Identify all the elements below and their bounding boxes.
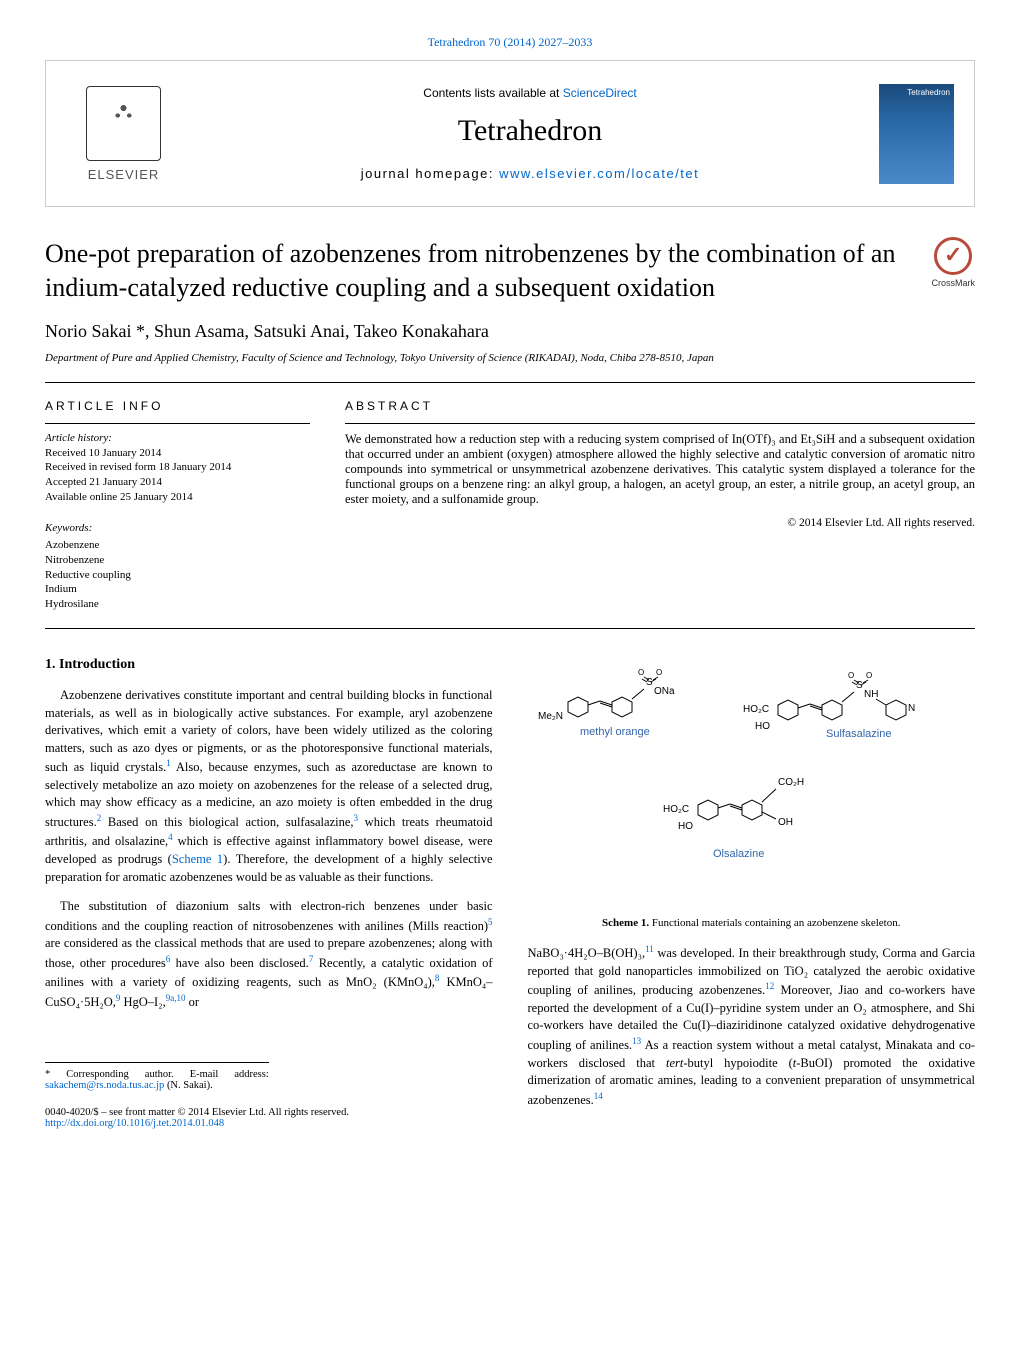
corr-suffix: (N. Sakai). bbox=[164, 1080, 212, 1091]
divider bbox=[45, 382, 975, 383]
keywords-heading: Keywords: bbox=[45, 521, 310, 536]
ref-link[interactable]: 14 bbox=[594, 1091, 603, 1101]
keyword: Nitrobenzene bbox=[45, 553, 310, 568]
scheme-label-ho2c: HO₂C bbox=[663, 804, 689, 815]
scheme-caption-bold: Scheme 1. bbox=[602, 917, 649, 929]
sciencedirect-link[interactable]: ScienceDirect bbox=[563, 86, 637, 100]
ref-link[interactable]: 5 bbox=[488, 917, 493, 927]
keyword: Azobenzene bbox=[45, 538, 310, 553]
svg-text:O: O bbox=[638, 668, 644, 677]
scheme-label-co2h: CO₂H bbox=[778, 777, 804, 788]
scheme-label-ho2c: HO₂C bbox=[743, 704, 769, 715]
text-span: Based on this biological action, sulfasa… bbox=[101, 815, 353, 829]
homepage-link[interactable]: www.elsevier.com/locate/tet bbox=[499, 166, 699, 181]
title-row: One-pot preparation of azobenzenes from … bbox=[45, 237, 975, 305]
header-center: Contents lists available at ScienceDirec… bbox=[181, 86, 879, 181]
scheme-label-me2n: Me₂N bbox=[538, 711, 563, 722]
corr-text: * Corresponding author. E-mail address: bbox=[45, 1069, 269, 1080]
history-heading: Article history: bbox=[45, 432, 310, 444]
text-span: NaBO₃·4H₂O–B(OH)₃, bbox=[528, 946, 646, 960]
elsevier-logo: ELSEVIER bbox=[66, 76, 181, 191]
svg-text:O: O bbox=[656, 668, 662, 677]
scheme-label-sulfasalazine: Sulfasalazine bbox=[826, 728, 891, 740]
journal-cover-label: Tetrahedron bbox=[907, 88, 950, 97]
abstract: ABSTRACT We demonstrated how a reduction… bbox=[345, 399, 975, 612]
keywords-block: Keywords: Azobenzene Nitrobenzene Reduct… bbox=[45, 521, 310, 612]
ref-link[interactable]: 12 bbox=[765, 981, 774, 991]
journal-reference-link[interactable]: Tetrahedron 70 (2014) 2027–2033 bbox=[428, 35, 593, 49]
crossmark-icon bbox=[934, 237, 972, 275]
body-columns: 1. Introduction Azobenzene derivatives c… bbox=[45, 657, 975, 1129]
abstract-label: ABSTRACT bbox=[345, 399, 975, 413]
footer: 0040-4020/$ – see front matter © 2014 El… bbox=[45, 1107, 493, 1129]
svg-text:O: O bbox=[848, 671, 854, 680]
doi-link[interactable]: http://dx.doi.org/10.1016/j.tet.2014.01.… bbox=[45, 1118, 224, 1129]
article-info: ARTICLE INFO Article history: Received 1… bbox=[45, 399, 310, 612]
history-line: Accepted 21 January 2014 bbox=[45, 475, 310, 490]
article-info-label: ARTICLE INFO bbox=[45, 399, 310, 413]
scheme-label-ona: ONa bbox=[654, 686, 675, 697]
homepage-line: journal homepage: www.elsevier.com/locat… bbox=[181, 166, 879, 181]
scheme-label-methyl-orange: methyl orange bbox=[580, 726, 650, 738]
abstract-text: We demonstrated how a reduction step wit… bbox=[345, 432, 975, 507]
contents-line: Contents lists available at ScienceDirec… bbox=[181, 86, 879, 100]
body-p3: NaBO₃·4H₂O–B(OH)₃,11 was developed. In t… bbox=[528, 943, 976, 1109]
authors: Norio Sakai *, Shun Asama, Satsuki Anai,… bbox=[45, 321, 975, 342]
text-span: HgO–I₂, bbox=[120, 995, 165, 1009]
corresponding-author: * Corresponding author. E-mail address: … bbox=[45, 1062, 269, 1091]
scheme-ref-link[interactable]: Scheme 1 bbox=[172, 852, 223, 866]
history-block: Article history: Received 10 January 201… bbox=[45, 432, 310, 505]
corr-email-link[interactable]: sakachem@rs.noda.tus.ac.jp bbox=[45, 1080, 164, 1091]
scheme-label-nh: NH bbox=[864, 689, 878, 700]
left-column: 1. Introduction Azobenzene derivatives c… bbox=[45, 657, 493, 1129]
info-abstract-row: ARTICLE INFO Article history: Received 1… bbox=[45, 399, 975, 612]
journal-title: Tetrahedron bbox=[181, 114, 879, 148]
scheme-label-oh: OH bbox=[778, 817, 793, 828]
contents-prefix: Contents lists available at bbox=[423, 86, 562, 100]
scheme-label-ho: HO bbox=[678, 821, 693, 832]
ref-link[interactable]: 13 bbox=[632, 1036, 641, 1046]
intro-p1: Azobenzene derivatives constitute import… bbox=[45, 687, 493, 886]
scheme-1-caption: Scheme 1. Functional materials containin… bbox=[528, 917, 976, 929]
elsevier-label: ELSEVIER bbox=[88, 167, 160, 182]
journal-reference: Tetrahedron 70 (2014) 2027–2033 bbox=[45, 35, 975, 50]
right-column: S O O ONa Me₂N methyl orange HO₂C S O bbox=[528, 657, 976, 1129]
crossmark-label: CrossMark bbox=[931, 278, 975, 288]
introduction-heading: 1. Introduction bbox=[45, 657, 493, 673]
scheme-label-olsalazine: Olsalazine bbox=[713, 848, 764, 860]
homepage-prefix: journal homepage: bbox=[361, 166, 499, 181]
text-span: or bbox=[185, 995, 199, 1009]
text-span: -butyl hypoiodite ( bbox=[683, 1056, 792, 1070]
affiliation: Department of Pure and Applied Chemistry… bbox=[45, 352, 975, 364]
divider bbox=[45, 628, 975, 629]
crossmark-badge[interactable]: CrossMark bbox=[931, 237, 975, 288]
history-line: Available online 25 January 2014 bbox=[45, 490, 310, 505]
journal-header: ELSEVIER Contents lists available at Sci… bbox=[45, 60, 975, 207]
keyword: Indium bbox=[45, 582, 310, 597]
divider bbox=[345, 423, 975, 424]
abstract-copyright: © 2014 Elsevier Ltd. All rights reserved… bbox=[345, 517, 975, 529]
scheme-caption-text: Functional materials containing an azobe… bbox=[649, 917, 900, 929]
scheme-label-n: N bbox=[908, 703, 915, 714]
article-title: One-pot preparation of azobenzenes from … bbox=[45, 237, 911, 305]
divider bbox=[45, 423, 310, 424]
intro-p2: The substitution of diazonium salts with… bbox=[45, 898, 493, 1012]
history-line: Received in revised form 18 January 2014 bbox=[45, 460, 310, 475]
ref-link[interactable]: 9a,10 bbox=[166, 993, 186, 1003]
keyword: Hydrosilane bbox=[45, 597, 310, 612]
footer-copyright: 0040-4020/$ – see front matter © 2014 El… bbox=[45, 1107, 493, 1118]
scheme-1-figure: S O O ONa Me₂N methyl orange HO₂C S O bbox=[528, 657, 973, 907]
ref-link[interactable]: 11 bbox=[645, 944, 654, 954]
svg-text:O: O bbox=[866, 671, 872, 680]
keyword: Reductive coupling bbox=[45, 568, 310, 583]
journal-cover: Tetrahedron bbox=[879, 84, 954, 184]
history-line: Received 10 January 2014 bbox=[45, 446, 310, 461]
scheme-label-ho: HO bbox=[755, 721, 770, 732]
text-span: have also been disclosed. bbox=[170, 956, 309, 970]
text-span: tert bbox=[666, 1056, 683, 1070]
elsevier-tree-icon bbox=[86, 86, 161, 161]
text-span: The substitution of diazonium salts with… bbox=[45, 899, 493, 933]
